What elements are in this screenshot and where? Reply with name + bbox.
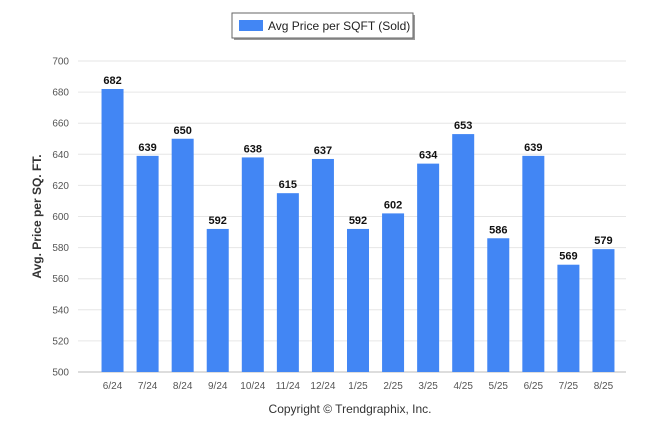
data-label: 592: [209, 215, 227, 227]
x-tick-label: 3/25: [418, 381, 438, 392]
x-tick-label: 6/24: [103, 381, 123, 392]
x-tick-label: 8/24: [173, 381, 193, 392]
y-axis-title: Avg. Price per SQ. FT.: [30, 154, 44, 278]
bar: [171, 138, 194, 372]
data-label: 592: [349, 215, 367, 227]
data-label: 650: [173, 125, 191, 137]
x-tick-label: 10/24: [240, 381, 265, 392]
x-tick-labels: 6/24 7/24 8/24 9/24 10/24 11/24 12/24 1/25 2/25 3…: [103, 381, 614, 392]
y-tick-label: 600: [52, 212, 69, 223]
x-tick-label: 4/25: [453, 381, 473, 392]
y-tick-label: 520: [52, 336, 69, 347]
data-label: 634: [419, 150, 438, 162]
x-tick-label: 1/25: [348, 381, 368, 392]
data-label: 569: [559, 251, 577, 263]
data-label: 602: [384, 199, 402, 211]
y-tick-label: 540: [52, 305, 69, 316]
bars: [101, 88, 615, 373]
data-label: 579: [594, 235, 612, 247]
bar: [417, 163, 440, 372]
y-tick-label: 500: [52, 368, 69, 379]
y-tick-labels: 500 520 540 560 580 600 620 640 660 680 700: [52, 57, 69, 379]
x-tick-label: 7/24: [138, 381, 158, 392]
data-label: 615: [279, 179, 297, 191]
bar: [347, 228, 369, 372]
x-tick-label: 2/25: [383, 381, 403, 392]
bar: [487, 238, 510, 372]
legend-swatch: [239, 20, 263, 31]
bar: [276, 193, 299, 372]
copyright-text: Copyright © Trendgraphix, Inc.: [269, 402, 432, 416]
data-labels: 682 639 650 592 638 615 637 592 602 634 653 586 639 5…: [103, 75, 612, 263]
y-tick-label: 640: [52, 150, 69, 161]
bar: [557, 264, 580, 372]
bar: [101, 88, 124, 373]
y-tick-label: 660: [52, 119, 69, 130]
y-tick-label: 680: [52, 88, 69, 99]
data-label: 682: [103, 75, 121, 87]
x-tick-label: 12/24: [310, 381, 335, 392]
y-tick-label: 580: [52, 243, 69, 254]
y-tick-label: 620: [52, 181, 69, 192]
y-tick-label: 700: [52, 57, 69, 68]
x-tick-label: 7/25: [559, 381, 579, 392]
bar: [452, 134, 475, 372]
data-label: 639: [524, 142, 542, 154]
data-label: 586: [489, 224, 507, 236]
data-label: 638: [244, 143, 262, 155]
legend: Avg Price per SQFT (Sold): [231, 12, 415, 40]
x-tick-label: 11/24: [276, 381, 301, 392]
bar: [522, 155, 545, 372]
bar: [136, 155, 159, 372]
data-label: 639: [138, 142, 156, 154]
bar: [311, 158, 334, 372]
x-tick-label: 5/25: [489, 381, 509, 392]
x-tick-label: 9/24: [208, 381, 228, 392]
data-label: 653: [454, 120, 472, 132]
y-tick-label: 560: [52, 274, 69, 285]
x-tick-label: 8/25: [594, 381, 614, 392]
bar: [241, 157, 264, 372]
bar: [382, 213, 405, 372]
bar: [206, 228, 229, 372]
legend-label: Avg Price per SQFT (Sold): [268, 19, 410, 33]
data-label: 637: [314, 145, 332, 157]
x-tick-label: 6/25: [524, 381, 544, 392]
bar: [592, 249, 615, 372]
